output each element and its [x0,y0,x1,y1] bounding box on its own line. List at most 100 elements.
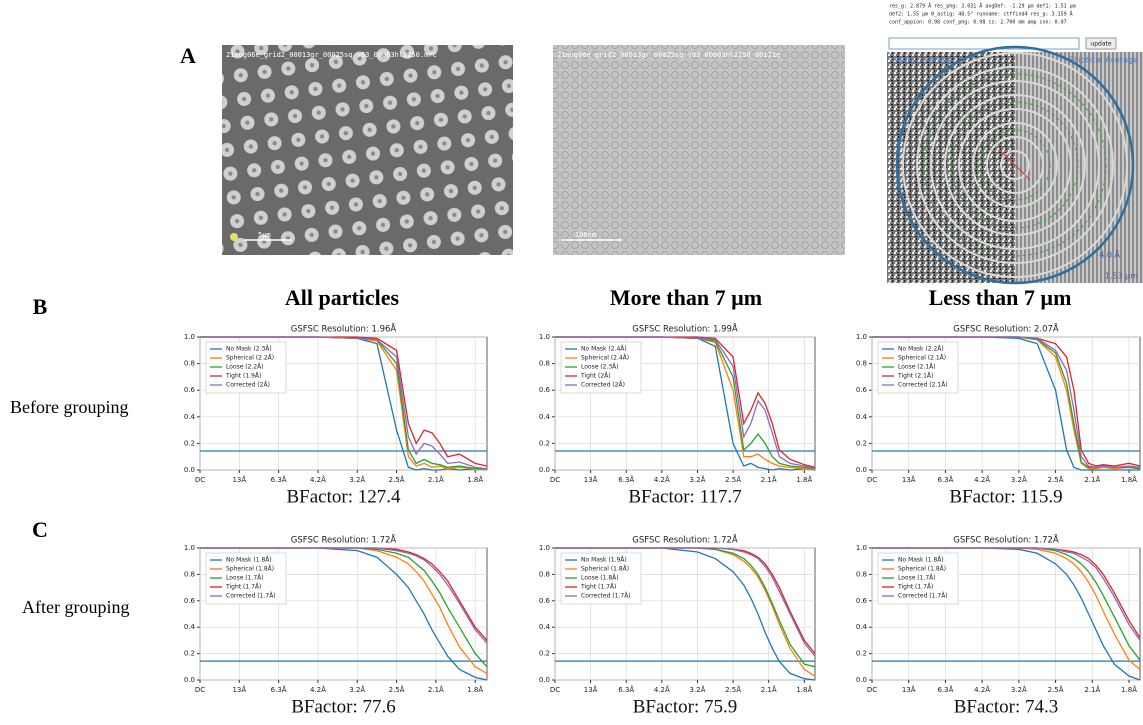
fit-rings [923,73,1107,257]
x-tick-label: 4.2Å [310,685,326,694]
legend-label: Loose (2.2Å) [226,364,264,371]
legend-label: Tight (2.1Å) [897,373,933,380]
y-tick-label: 0.8 [539,360,550,368]
x-tick-label: 13Å [902,475,916,484]
fsc-curve [872,547,1141,641]
fsc-curve [872,336,1140,471]
legend-label: No Mask (2.4Å) [581,346,627,353]
x-tick-label: 1.8Å [1121,685,1137,694]
chart-title: GSFSC Resolution: 1.72Å [632,534,738,546]
y-tick-label: 0.6 [856,597,868,605]
bfactor-caption: BFactor: 127.4 [287,486,401,507]
x-tick-label: 4.2Å [974,685,990,694]
legend-label: Corrected (2Å) [581,382,625,389]
y-tick-label: 1.0 [539,333,550,341]
ctf-info: conf_appion: 0.98 conf_phg: 0.98 cs: 2.7… [889,20,1067,26]
legend-label: Corrected (1.7Å) [898,593,948,600]
image-label: Radial Average [892,56,952,65]
y-tick-label: 0.8 [856,360,867,368]
legend-label: Loose (1.8Å) [581,575,619,582]
legend-label: No Mask (1.8Å) [898,557,944,564]
y-tick-label: 0.0 [856,676,867,684]
x-tick-label: DC [867,476,877,484]
resolution-ring [895,45,1135,285]
fsc-curve [555,547,816,657]
text-input[interactable] [888,37,1080,50]
button-label: update [1090,41,1111,48]
chart-title: GSFSC Resolution: 1.72Å [291,534,397,546]
hole-pattern [222,45,513,255]
x-tick-label: DC [550,476,560,484]
chart-title: GSFSC Resolution: 1.99Å [632,323,738,335]
legend-label: Loose (1.7Å) [898,575,936,582]
y-tick-label: 0.6 [184,597,196,605]
x-tick-label: 3.2Å [349,685,365,694]
fsc-curve [872,547,1141,681]
x-tick-label: 1.8Å [1121,475,1137,484]
y-tick-label: 0.2 [539,439,550,447]
x-tick-label: 4.2Å [974,475,990,484]
y-tick-label: 0.6 [539,386,551,394]
y-tick-label: 1.0 [856,333,867,341]
legend-label: Spherical (2.4Å) [581,355,629,362]
x-tick-label: 2.1Å [1084,475,1100,484]
fsc-curve [200,336,488,470]
update-button[interactable] [1085,37,1117,50]
x-tick-label: 1.8Å [467,685,483,694]
legend-label: Loose (2.1Å) [898,364,936,371]
x-tick-label: 4.2Å [654,685,670,694]
column-title: Less than 7 µm [929,285,1072,310]
bfactor-caption: BFactor: 117.7 [628,486,741,507]
x-tick-label: 3.2Å [690,685,706,694]
x-tick-label: 6.3Å [618,475,634,484]
fsc-curve [200,336,488,467]
y-tick-label: 0.4 [184,623,196,631]
x-tick-label: 2.1Å [428,475,444,484]
y-tick-label: 0.8 [856,570,867,578]
legend-label: No Mask (1.9Å) [581,557,627,564]
y-tick-label: 0.8 [539,570,550,578]
x-tick-label: DC [195,686,205,694]
legend-label: Tight (2Å) [580,373,611,380]
x-tick-label: 2.1Å [1084,685,1100,694]
chart-title: GSFSC Resolution: 1.96Å [291,323,397,335]
y-tick-label: 1.0 [184,333,195,341]
x-tick-label: 13Å [584,685,598,694]
thon-rings [902,52,1128,278]
x-tick-label: 2.5Å [1048,475,1064,484]
fsc-curve [200,547,488,681]
y-tick-label: 0.6 [856,386,868,394]
fsc-curve [555,336,816,470]
image-label: Elliptical Average [1069,56,1138,65]
x-tick-label: 2.1Å [428,685,444,694]
x-tick-label: 1.8Å [796,475,812,484]
x-tick-label: 2.5Å [725,685,741,694]
y-tick-label: 0.6 [539,597,551,605]
y-tick-label: 0.2 [184,439,195,447]
x-tick-label: 3.2Å [1011,685,1027,694]
legend-label: Spherical (2.2Å) [226,355,274,362]
x-tick-label: 2.5Å [389,475,405,484]
x-tick-label: 2.1Å [761,475,777,484]
x-tick-label: 1.8Å [467,475,483,484]
y-tick-label: 0.6 [184,386,196,394]
ctf-radial [887,52,1015,283]
legend-label: Spherical (1.8Å) [226,566,274,573]
x-tick-label: 3.2Å [349,475,365,484]
x-tick-label: 2.5Å [389,685,405,694]
x-tick-label: 13Å [584,475,598,484]
legend-label: Spherical (2.1Å) [898,355,946,362]
bfactor-caption: BFactor: 115.9 [949,486,1062,507]
scale-label: 5µm [258,231,271,239]
x-tick-label: 6.3Å [937,475,953,484]
legend-label: Spherical (1.8Å) [898,566,946,573]
ring-label: 4.0 Å [1099,249,1120,260]
y-tick-label: 1.0 [539,544,550,552]
x-tick-label: 6.3Å [271,475,287,484]
x-tick-label: 1.8Å [796,685,812,694]
legend-label: Corrected (1.7Å) [581,593,631,600]
x-tick-label: DC [867,686,877,694]
marker [230,233,238,241]
legend-label: Corrected (2Å) [226,382,270,389]
fsc-curve [555,336,816,468]
